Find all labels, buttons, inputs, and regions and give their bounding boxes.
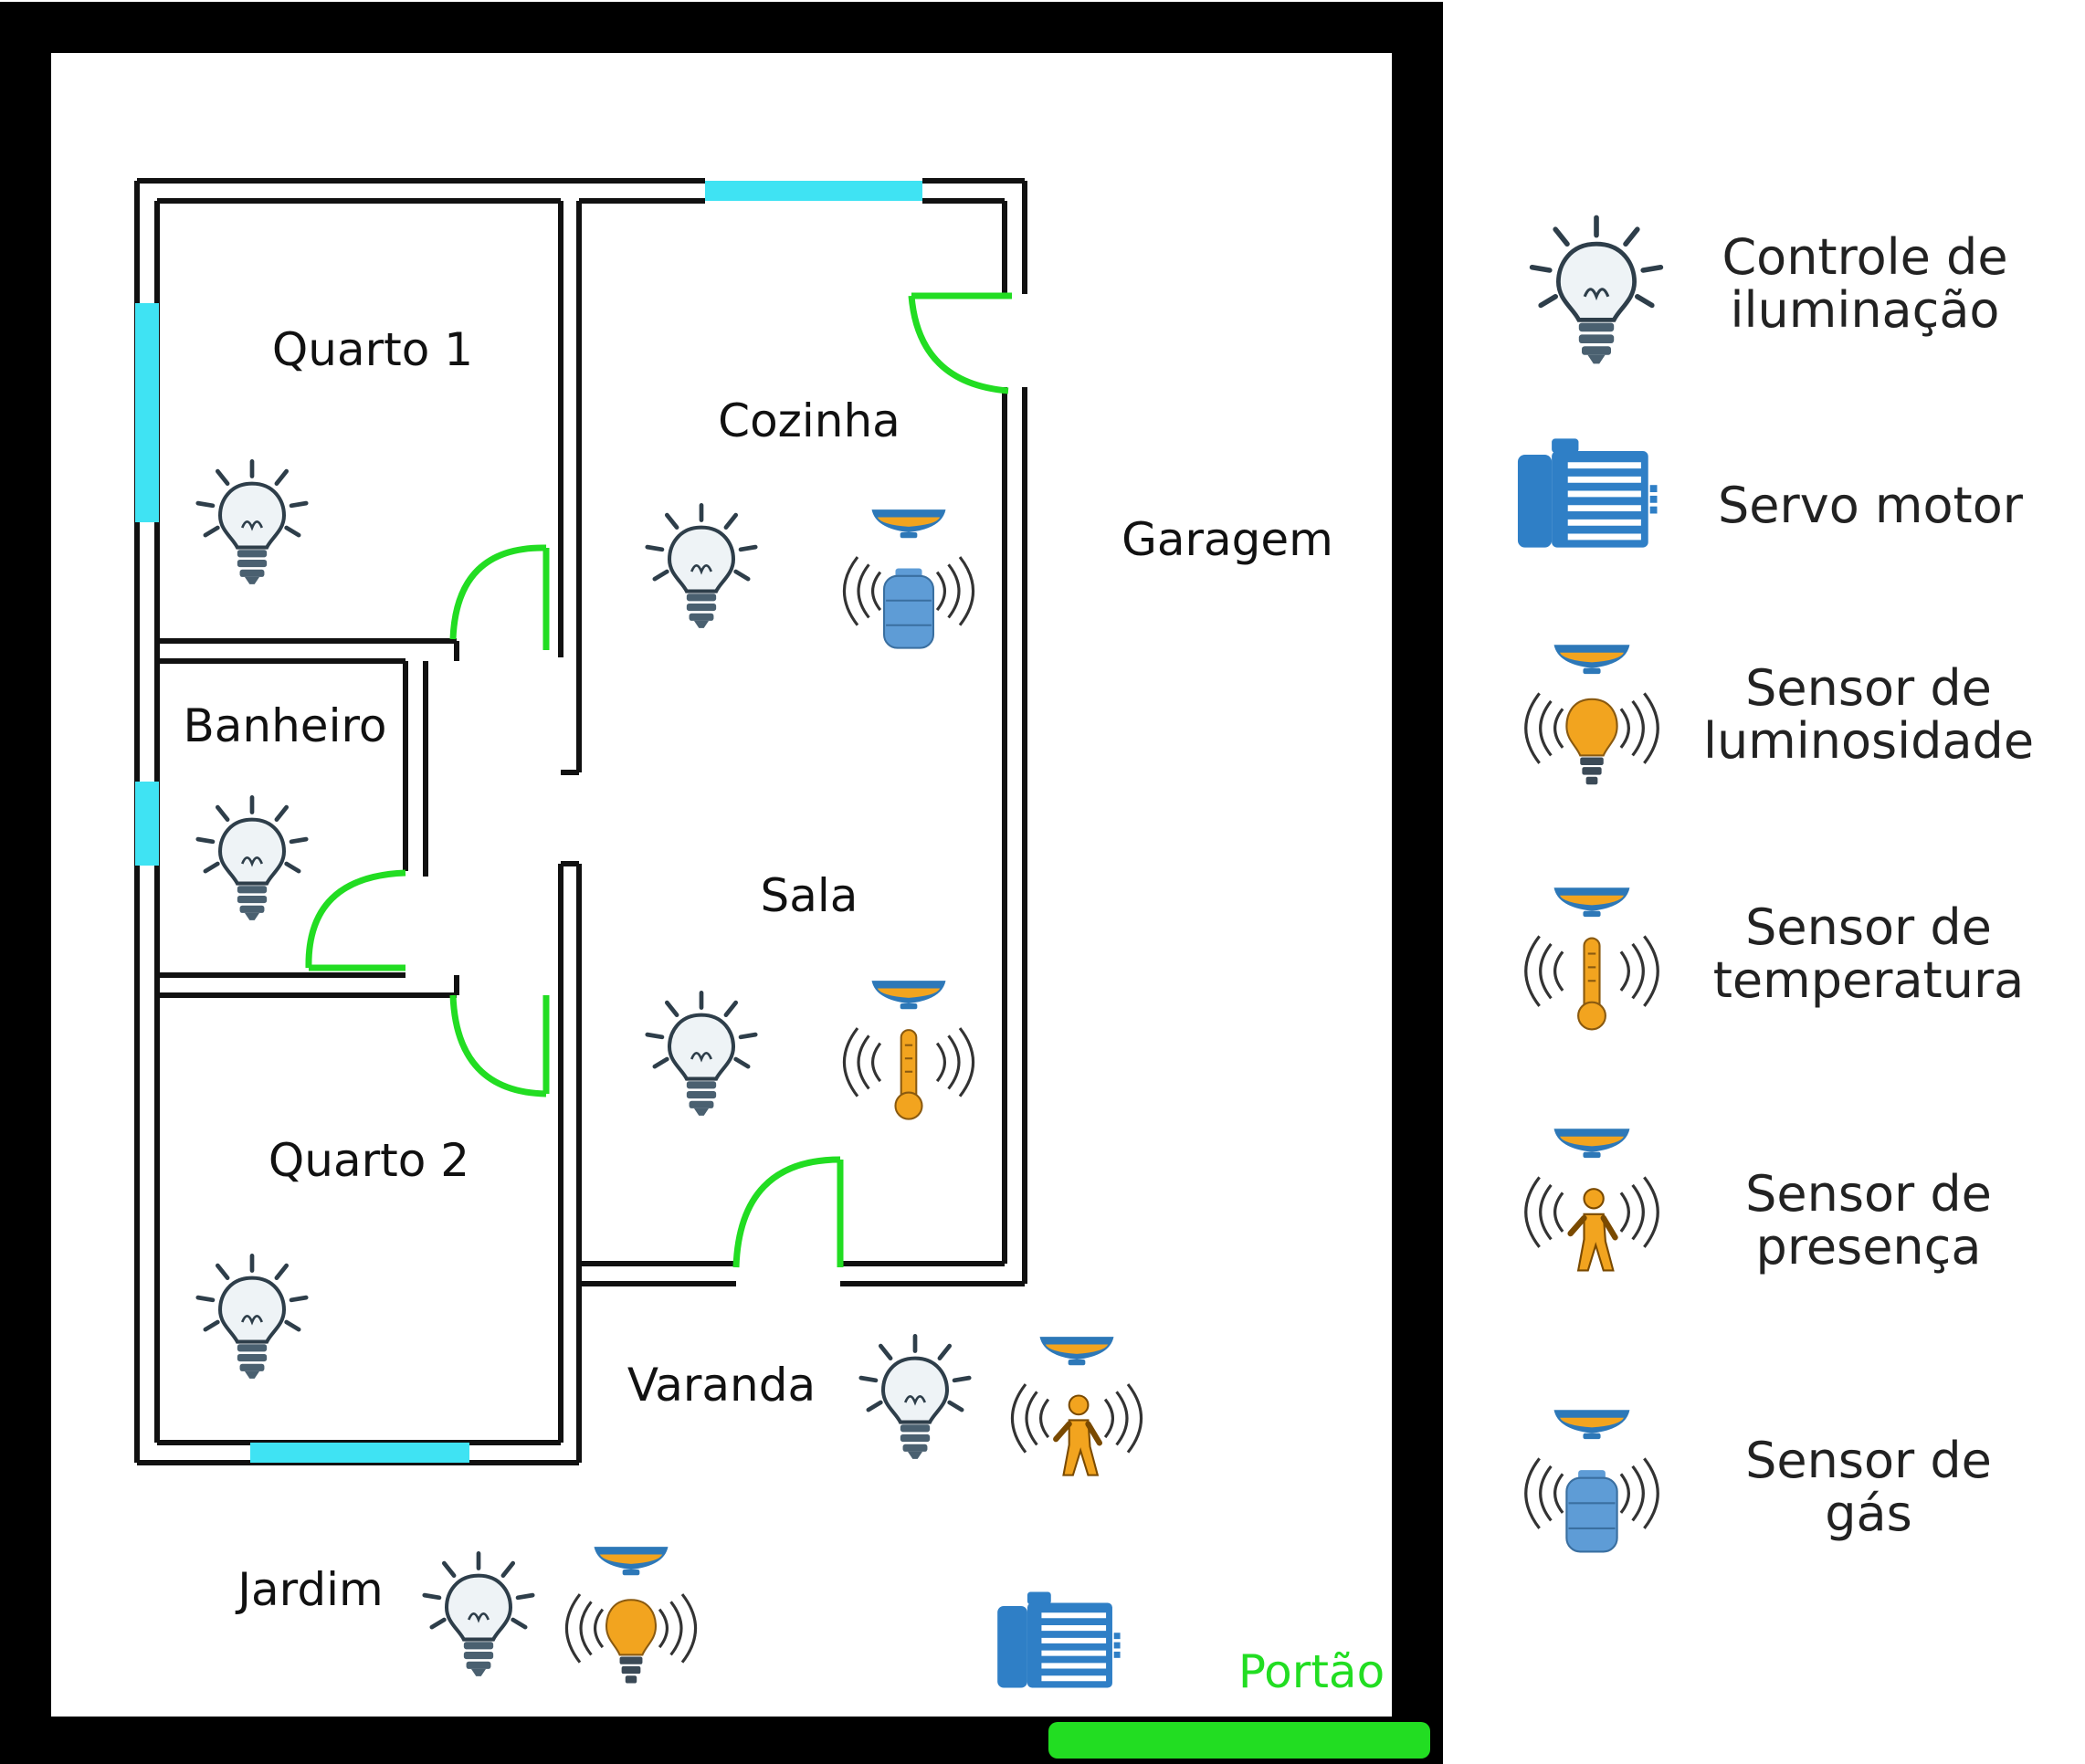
doors[interactable] <box>305 292 1012 1268</box>
light-bulb-icon[interactable] <box>198 461 306 584</box>
light-bulb-icon[interactable] <box>198 797 306 920</box>
interior-walls <box>134 178 1027 1465</box>
legend-item-presence: Sensor de presença <box>1526 1129 1992 1276</box>
portao-gate[interactable] <box>1048 1722 1430 1759</box>
servo-motor-icon[interactable] <box>997 1591 1120 1687</box>
light-bulb-icon[interactable] <box>198 1255 306 1379</box>
legend-label-line1: Sensor de <box>1745 1165 1992 1223</box>
legend: Controle de iluminação Servo motor Senso… <box>1518 217 2034 1551</box>
room-label-portao: Portão <box>1238 1645 1385 1698</box>
legend-label-line1: Sensor de <box>1745 659 1992 717</box>
legend-label-line2: gás <box>1825 1485 1912 1542</box>
room-label-varanda: Varanda <box>627 1359 816 1412</box>
presence-sensor-icon <box>1526 1129 1659 1270</box>
room-label-banheiro: Banheiro <box>183 699 386 752</box>
legend-label-line1: Sensor de <box>1745 1432 1992 1489</box>
light-bulb-icon[interactable] <box>425 1553 532 1676</box>
windows <box>135 181 922 1463</box>
legend-label-line2: iluminação <box>1731 281 2000 339</box>
gas-sensor-icon[interactable] <box>844 509 973 647</box>
legend-label-line1: Sensor de <box>1745 898 1992 956</box>
gas-sensor-icon <box>1526 1410 1659 1551</box>
light-bulb-icon[interactable] <box>861 1336 969 1459</box>
light-sensor-icon[interactable] <box>566 1547 695 1683</box>
room-label-quarto2: Quarto 2 <box>269 1134 469 1187</box>
legend-item-lighting: Controle de iluminação <box>1532 217 2008 363</box>
light-sensor-icon <box>1526 645 1659 784</box>
legend-label-line1: Controle de <box>1722 228 2007 286</box>
legend-item-gas: Sensor de gás <box>1526 1410 1992 1551</box>
servo-motor-icon <box>1518 438 1658 547</box>
temperature-sensor-icon[interactable] <box>844 981 973 1118</box>
legend-label-line1: Servo motor <box>1718 477 2024 534</box>
room-label-quarto1: Quarto 1 <box>272 323 473 376</box>
presence-sensor-icon[interactable] <box>1012 1337 1141 1475</box>
legend-label-line2: luminosidade <box>1703 712 2034 770</box>
room-label-cozinha: Cozinha <box>718 394 900 447</box>
light-bulb-icon <box>1532 217 1661 363</box>
light-bulb-icon[interactable] <box>648 505 755 628</box>
property-boundary <box>0 2 1443 1764</box>
legend-label-line2: presença <box>1756 1218 1982 1276</box>
temperature-sensor-icon <box>1526 887 1659 1029</box>
room-label-jardim: Jardim <box>235 1563 383 1616</box>
room-label-sala: Sala <box>761 869 858 922</box>
legend-label-line2: temperatura <box>1713 951 2024 1009</box>
legend-item-light-sensor: Sensor de luminosidade <box>1526 645 2034 784</box>
room-label-garagem: Garagem <box>1121 513 1333 566</box>
legend-item-temperature: Sensor de temperatura <box>1526 887 2024 1029</box>
light-bulb-icon[interactable] <box>648 992 755 1116</box>
legend-item-servo: Servo motor <box>1518 438 2024 547</box>
